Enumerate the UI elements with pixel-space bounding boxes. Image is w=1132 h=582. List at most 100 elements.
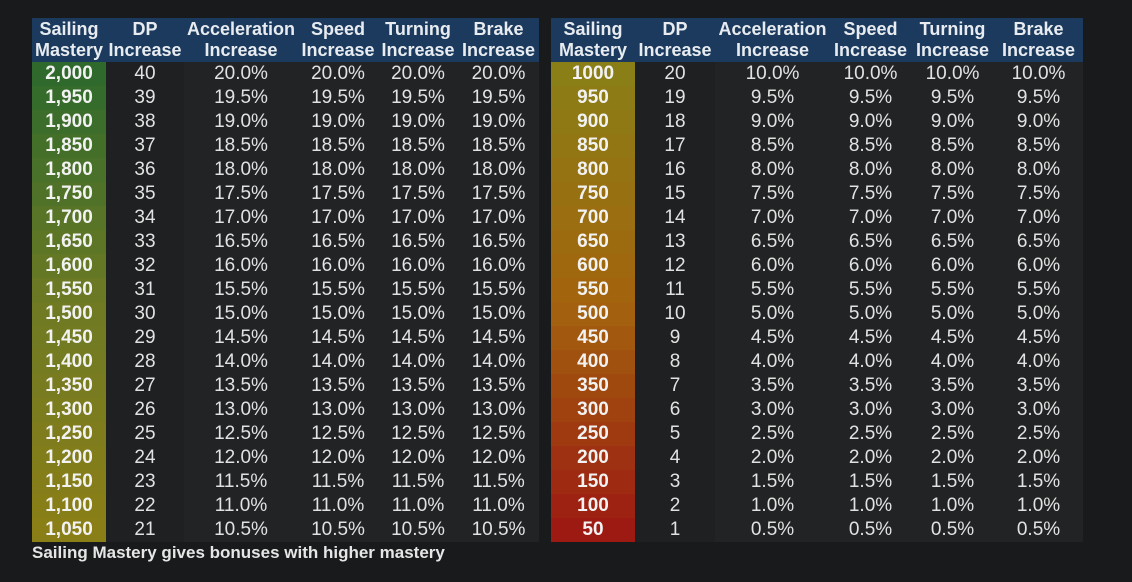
mastery-cell: 400 — [551, 350, 635, 374]
speed-cell: 16.0% — [298, 254, 378, 278]
brake-cell: 10.0% — [994, 62, 1083, 86]
acceleration-cell: 13.0% — [184, 398, 298, 422]
speed-cell: 1.5% — [830, 470, 911, 494]
dp-cell: 39 — [106, 86, 184, 110]
speed-cell: 6.0% — [830, 254, 911, 278]
acceleration-cell: 19.5% — [184, 86, 298, 110]
brake-cell: 7.0% — [994, 206, 1083, 230]
turning-cell: 3.5% — [911, 374, 994, 398]
header-line: Increase — [204, 40, 278, 60]
speed-cell: 18.0% — [298, 158, 378, 182]
table-header: Sailing Mastery DP Increase Acceleration Incr… — [32, 18, 539, 62]
table-row: 650 13 6.5% 6.5% 6.5% 6.5% — [551, 230, 1083, 254]
acceleration-cell: 17.0% — [184, 206, 298, 230]
header-line: DP — [132, 19, 158, 39]
mastery-cell: 900 — [551, 110, 635, 134]
header-line: Turning — [385, 19, 451, 39]
turning-cell: 9.5% — [911, 86, 994, 110]
mastery-table-low: Sailing Mastery DP Increase Acceleration Incr… — [551, 18, 1083, 542]
brake-cell: 7.5% — [994, 182, 1083, 206]
brake-cell: 4.0% — [994, 350, 1083, 374]
turning-cell: 16.5% — [378, 230, 458, 254]
table-row: 300 6 3.0% 3.0% 3.0% 3.0% — [551, 398, 1083, 422]
turning-cell: 16.0% — [378, 254, 458, 278]
dp-cell: 16 — [635, 158, 715, 182]
brake-cell: 3.0% — [994, 398, 1083, 422]
brake-cell: 15.5% — [458, 278, 539, 302]
turning-cell: 11.5% — [378, 470, 458, 494]
header-line: Brake — [1013, 19, 1064, 39]
mastery-cell: 1,050 — [32, 518, 106, 542]
speed-cell: 9.5% — [830, 86, 911, 110]
table-row: 1,700 34 17.0% 17.0% 17.0% 17.0% — [32, 206, 539, 230]
acceleration-cell: 12.5% — [184, 422, 298, 446]
turning-cell: 13.0% — [378, 398, 458, 422]
header-line: Increase — [735, 40, 810, 60]
table-row: 400 8 4.0% 4.0% 4.0% 4.0% — [551, 350, 1083, 374]
mastery-cell: 1,800 — [32, 158, 106, 182]
speed-cell: 13.0% — [298, 398, 378, 422]
speed-cell: 3.0% — [830, 398, 911, 422]
turning-cell: 1.0% — [911, 494, 994, 518]
mastery-cell: 1,300 — [32, 398, 106, 422]
table-row: 1,300 26 13.0% 13.0% 13.0% 13.0% — [32, 398, 539, 422]
column-header-mastery: Sailing Mastery — [32, 18, 106, 62]
column-header-brake: Brake Increase — [994, 18, 1083, 62]
dp-cell: 7 — [635, 374, 715, 398]
acceleration-cell: 3.0% — [715, 398, 830, 422]
header-line: Increase — [108, 40, 182, 60]
speed-cell: 10.0% — [830, 62, 911, 86]
dp-cell: 21 — [106, 518, 184, 542]
mastery-cell: 450 — [551, 326, 635, 350]
table-row: 700 14 7.0% 7.0% 7.0% 7.0% — [551, 206, 1083, 230]
dp-cell: 3 — [635, 470, 715, 494]
brake-cell: 6.0% — [994, 254, 1083, 278]
table-row: 550 11 5.5% 5.5% 5.5% 5.5% — [551, 278, 1083, 302]
turning-cell: 20.0% — [378, 62, 458, 86]
mastery-cell: 1,400 — [32, 350, 106, 374]
dp-cell: 34 — [106, 206, 184, 230]
acceleration-cell: 8.5% — [715, 134, 830, 158]
brake-cell: 12.0% — [458, 446, 539, 470]
mastery-cell: 150 — [551, 470, 635, 494]
mastery-cell: 1,700 — [32, 206, 106, 230]
table-row: 1,900 38 19.0% 19.0% 19.0% 19.0% — [32, 110, 539, 134]
table-row: 750 15 7.5% 7.5% 7.5% 7.5% — [551, 182, 1083, 206]
header-line: Increase — [915, 40, 990, 60]
table-body: 2,000 40 20.0% 20.0% 20.0% 20.0% 1,950 39 19.5% 1… — [32, 62, 539, 542]
acceleration-cell: 18.5% — [184, 134, 298, 158]
speed-cell: 19.0% — [298, 110, 378, 134]
speed-cell: 8.5% — [830, 134, 911, 158]
acceleration-cell: 14.5% — [184, 326, 298, 350]
turning-cell: 8.5% — [911, 134, 994, 158]
dp-cell: 8 — [635, 350, 715, 374]
table-row: 1,500 30 15.0% 15.0% 15.0% 15.0% — [32, 302, 539, 326]
turning-cell: 18.5% — [378, 134, 458, 158]
acceleration-cell: 7.5% — [715, 182, 830, 206]
turning-cell: 14.0% — [378, 350, 458, 374]
header-line: Turning — [919, 19, 986, 39]
header-row: Sailing Mastery DP Increase Acceleration Incr… — [32, 18, 539, 62]
header-line: Increase — [1001, 40, 1076, 60]
acceleration-cell: 6.0% — [715, 254, 830, 278]
acceleration-cell: 15.0% — [184, 302, 298, 326]
column-header-speed: Speed Increase — [298, 18, 378, 62]
speed-cell: 17.0% — [298, 206, 378, 230]
speed-cell: 6.5% — [830, 230, 911, 254]
speed-cell: 7.5% — [830, 182, 911, 206]
turning-cell: 5.0% — [911, 302, 994, 326]
mastery-cell: 1,600 — [32, 254, 106, 278]
mastery-cell: 1,750 — [32, 182, 106, 206]
brake-cell: 8.5% — [994, 134, 1083, 158]
column-header-acceleration: Acceleration Increase — [184, 18, 298, 62]
table-row: 150 3 1.5% 1.5% 1.5% 1.5% — [551, 470, 1083, 494]
table-header: Sailing Mastery DP Increase Acceleration Incr… — [551, 18, 1083, 62]
table-row: 1,200 24 12.0% 12.0% 12.0% 12.0% — [32, 446, 539, 470]
header-row: Sailing Mastery DP Increase Acceleration Incr… — [551, 18, 1083, 62]
brake-cell: 1.5% — [994, 470, 1083, 494]
turning-cell: 12.0% — [378, 446, 458, 470]
brake-cell: 18.5% — [458, 134, 539, 158]
header-line: Increase — [833, 40, 908, 60]
dp-cell: 37 — [106, 134, 184, 158]
